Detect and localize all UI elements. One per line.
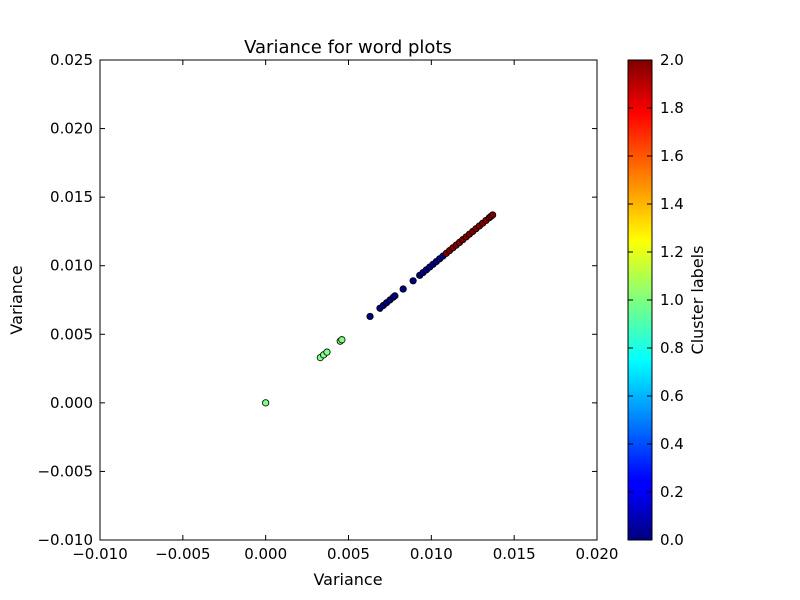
y-tick-label: 0.025 [50, 51, 93, 69]
colorbar-tick-label: 1.8 [660, 99, 684, 117]
colorbar-label: Cluster labels [688, 246, 707, 355]
plot-area [100, 60, 597, 540]
colorbar-tick-label: 2.0 [660, 51, 684, 69]
x-tick-label: 0.010 [410, 545, 453, 563]
x-axis-label: Variance [313, 570, 382, 589]
y-tick-label: 0.020 [50, 120, 93, 138]
scatter-point [366, 312, 374, 321]
x-tick-label: −0.005 [155, 545, 211, 563]
colorbar-tick-label: 0.6 [660, 387, 684, 405]
y-axis: −0.010 −0.005 0.000 0.005 0.010 0.015 0.020 0.0… [37, 51, 597, 549]
scatter-point [409, 277, 417, 285]
colorbar-tick-label: 1.2 [660, 243, 684, 261]
x-tick-label: 0.000 [244, 545, 287, 563]
x-tick-label: 0.005 [327, 545, 370, 563]
scatter-point [323, 348, 331, 356]
colorbar-tick-label: 1.6 [660, 147, 684, 165]
y-axis-label: Variance [7, 265, 26, 334]
scatter-point [391, 292, 399, 300]
y-tick-label: −0.010 [37, 531, 93, 549]
scatter-point [338, 336, 346, 344]
scatter-point [489, 211, 497, 219]
colorbar-tick-label: 1.4 [660, 195, 684, 213]
scatter-points [262, 211, 497, 407]
x-tick-label: 0.015 [493, 545, 536, 563]
colorbar-tick-label: 0.0 [660, 531, 684, 549]
y-tick-label: 0.010 [50, 257, 93, 275]
x-tick-label: 0.020 [576, 545, 619, 563]
y-tick-label: 0.015 [50, 188, 93, 206]
colorbar-tick-label: 0.4 [660, 435, 684, 453]
colorbar-tick-label: 0.2 [660, 483, 684, 501]
scatter-point [399, 285, 407, 293]
chart-title: Variance for word plots [244, 37, 452, 58]
y-tick-label: 0.000 [50, 394, 93, 412]
colorbar-tick-label: 1.0 [660, 291, 684, 309]
scatter-point [262, 399, 270, 407]
colorbar-ticks: 0.0 0.2 0.4 0.6 0.8 1.0 1.2 1.4 1.6 1.8 2.0 [628, 51, 684, 549]
y-tick-label: −0.005 [37, 462, 93, 480]
x-tick-label: −0.010 [72, 545, 128, 563]
y-tick-label: 0.005 [50, 325, 93, 343]
colorbar-tick-label: 0.8 [660, 339, 684, 357]
x-axis: −0.010 −0.005 0.000 0.005 0.010 0.015 0.020 [72, 60, 618, 563]
